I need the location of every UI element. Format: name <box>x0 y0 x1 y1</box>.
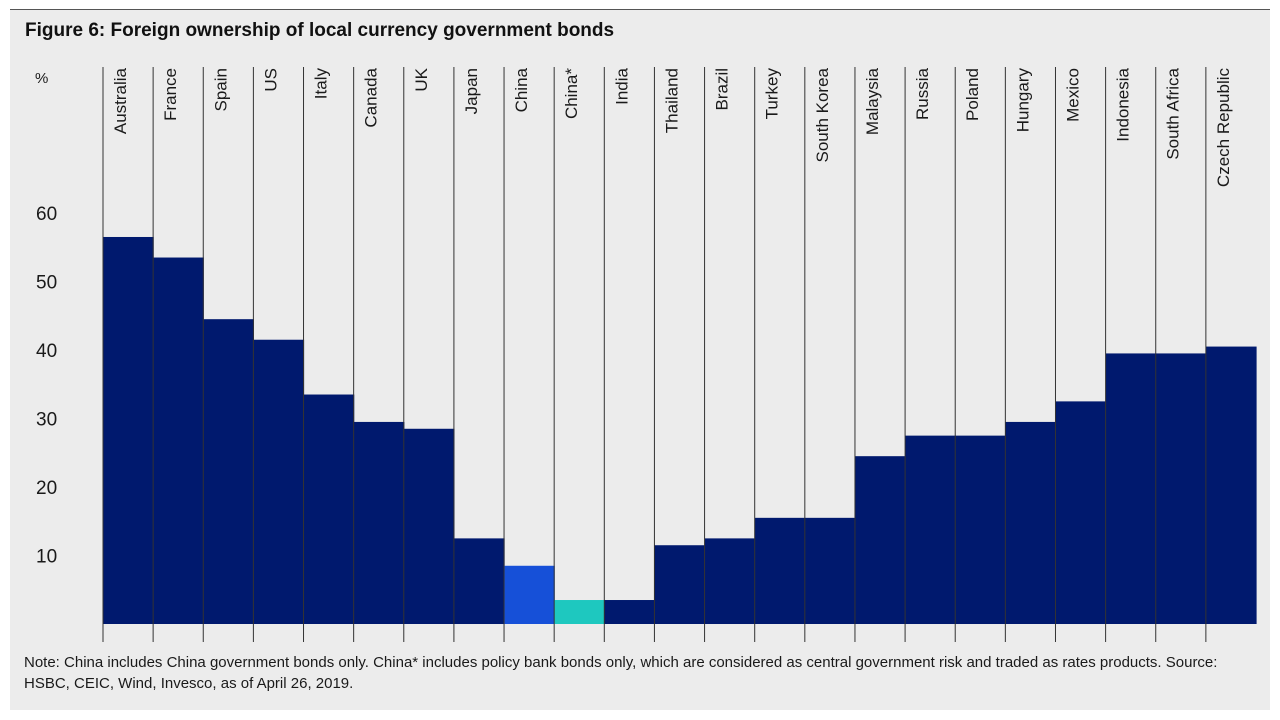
category-label: Thailand <box>662 68 681 133</box>
category-label: Russia <box>913 67 932 120</box>
bar-poland <box>955 435 1006 625</box>
bar-japan <box>453 538 505 625</box>
category-label: Turkey <box>763 68 782 120</box>
category-label: Indonesia <box>1114 67 1133 141</box>
bar-south-korea <box>804 517 856 624</box>
y-axis-unit: % <box>35 70 48 87</box>
bar-russia <box>905 435 956 625</box>
y-tick-label: 40 <box>36 341 57 362</box>
y-tick-label: 20 <box>36 478 57 499</box>
category-label: South Korea <box>813 67 832 162</box>
bar-mexico <box>1055 401 1107 625</box>
category-label: Hungary <box>1013 68 1032 133</box>
y-tick-label: 10 <box>36 547 57 568</box>
category-labels-layer: Australia France Spain US Italy Canada UK Japan… <box>111 67 1233 187</box>
bar-france <box>153 257 204 624</box>
bar-indonesia <box>1105 353 1157 624</box>
dividers-layer <box>102 67 1207 642</box>
category-label: Italy <box>312 68 331 100</box>
bar-us <box>253 339 305 624</box>
category-label: US <box>261 68 280 92</box>
category-label: Canada <box>362 67 381 127</box>
y-axis: % 10 20 30 40 50 60 <box>35 70 57 568</box>
top-rule <box>10 9 1270 10</box>
category-label: Czech Republic <box>1214 68 1233 188</box>
y-tick-label: 60 <box>36 204 57 225</box>
category-label: Malaysia <box>863 67 882 135</box>
y-tick-label: 30 <box>36 410 57 431</box>
bar-thailand <box>654 545 706 624</box>
bar-canada <box>353 421 405 624</box>
bar-china- <box>554 600 605 624</box>
bar-italy <box>303 394 355 624</box>
y-tick-label: 50 <box>36 273 57 294</box>
category-label: Spain <box>211 68 230 111</box>
bar-china <box>504 565 555 624</box>
bar-india <box>604 600 656 624</box>
bar-south-africa <box>1155 353 1207 624</box>
bars-layer <box>103 236 1257 625</box>
category-label: China* <box>562 68 581 119</box>
category-label: India <box>612 67 631 104</box>
bar-malaysia <box>854 456 906 624</box>
category-label: Poland <box>963 68 982 121</box>
category-label: South Africa <box>1164 67 1183 159</box>
bar-hungary <box>1005 421 1057 624</box>
chart-title: Figure 6: Foreign ownership of local cur… <box>25 20 615 41</box>
category-label: Brazil <box>713 68 732 111</box>
category-label: France <box>161 68 180 121</box>
bar-turkey <box>754 517 806 624</box>
category-label: UK <box>412 67 431 91</box>
bar-brazil <box>704 538 756 625</box>
bar-czech-republic <box>1205 346 1257 624</box>
category-label: Australia <box>111 67 130 134</box>
category-label: China <box>512 67 531 112</box>
bar-spain <box>203 319 254 624</box>
category-label: Japan <box>462 68 481 114</box>
category-label: Mexico <box>1063 68 1082 122</box>
bar-australia <box>103 236 154 625</box>
footnote: Note: China includes China government bo… <box>24 654 1218 692</box>
bar-uk <box>403 428 455 624</box>
